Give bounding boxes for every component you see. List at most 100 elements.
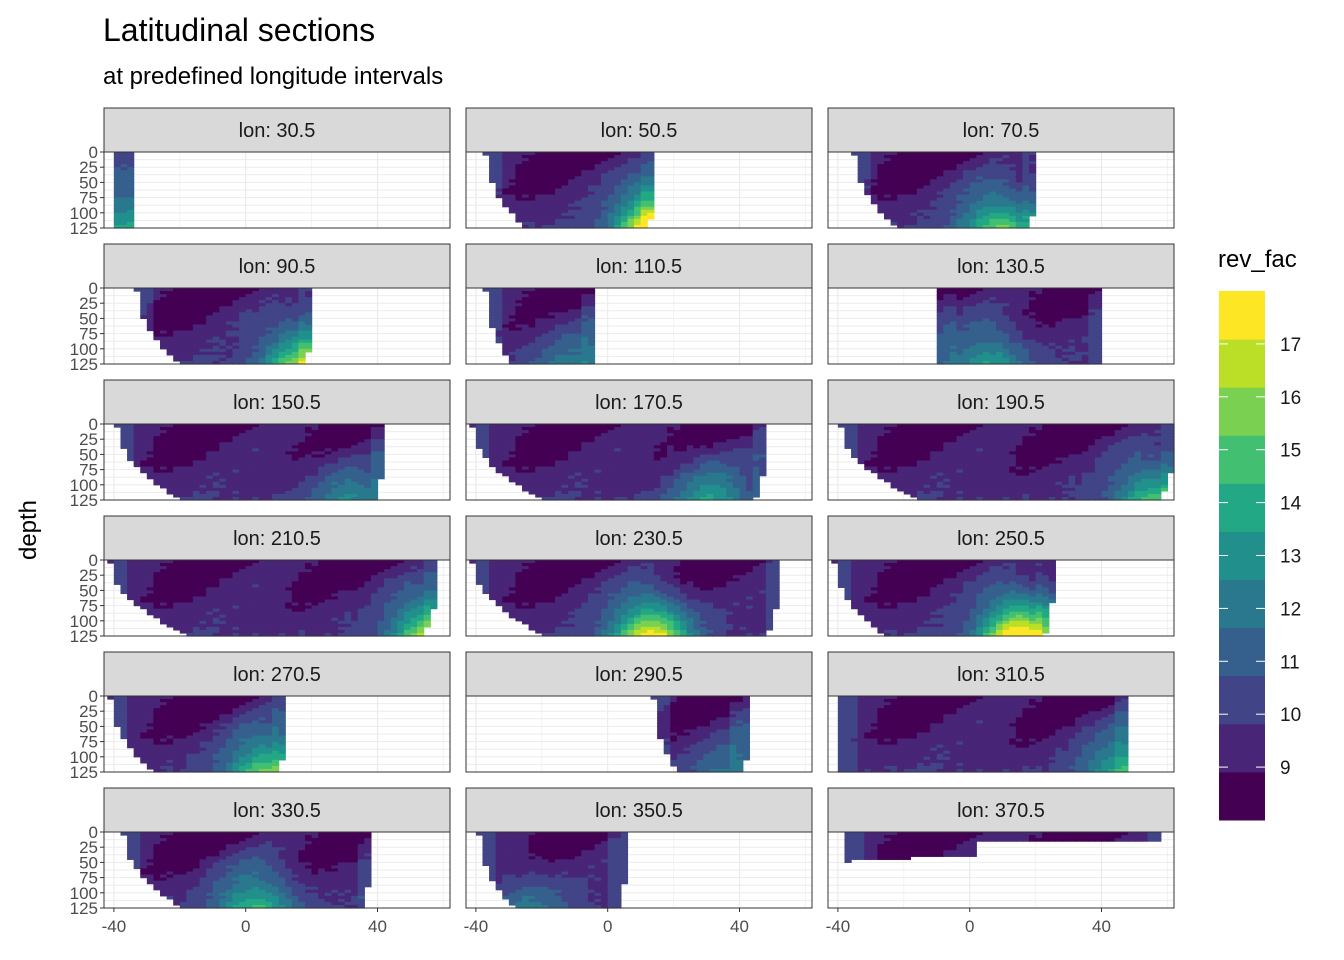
contour-cell [515, 303, 523, 307]
contour-cell [285, 436, 293, 440]
contour-cell [522, 460, 530, 465]
contour-cell [949, 315, 958, 319]
contour-cell [528, 466, 536, 471]
contour-cell [614, 200, 622, 205]
contour-cell [554, 224, 563, 229]
contour-cell [614, 152, 622, 156]
contour-cell [179, 327, 187, 332]
contour-cell [212, 439, 220, 443]
contour-cell [515, 448, 523, 452]
contour-cell [140, 300, 148, 304]
contour-cell [489, 173, 497, 177]
contour-cell [541, 451, 549, 455]
contour-cell [554, 490, 563, 495]
contour-cell [541, 224, 549, 229]
contour-cell [495, 427, 503, 431]
contour-cell [324, 493, 332, 498]
contour-cell [192, 445, 201, 449]
contour-cell [160, 442, 168, 446]
contour-cell [311, 430, 319, 434]
contour-cell [739, 424, 747, 428]
contour-cell [212, 457, 220, 462]
contour-cell [1035, 336, 1043, 341]
contour-cell [278, 339, 286, 344]
contour-cell [916, 209, 925, 214]
contour-cell [627, 155, 635, 159]
contour-cell [936, 161, 944, 165]
contour-cell [1061, 339, 1070, 344]
contour-cell [120, 445, 128, 449]
contour-cell [252, 303, 260, 307]
contour-cell [548, 439, 556, 443]
contour-cell [232, 478, 240, 483]
contour-cell [982, 164, 991, 168]
contour-cell [548, 176, 556, 180]
contour-cell [528, 336, 536, 341]
contour-cell [963, 161, 971, 165]
contour-cell [370, 493, 379, 498]
contour-cell [199, 424, 207, 428]
contour-cell [515, 294, 523, 298]
contour-cell [364, 454, 372, 459]
contour-cell [186, 478, 194, 483]
contour-cell [206, 327, 214, 332]
contour-cell [897, 185, 905, 190]
contour-cell [548, 309, 556, 313]
contour-cell [561, 339, 569, 344]
contour-cell [1042, 357, 1050, 362]
contour-cell [620, 200, 629, 205]
contour-cell [305, 342, 313, 347]
contour-cell [1094, 342, 1103, 347]
contour-cell [113, 218, 122, 223]
contour-cell [495, 158, 503, 162]
contour-cell [574, 327, 582, 332]
contour-cell [561, 194, 569, 199]
contour-cell [245, 345, 253, 350]
contour-cell [140, 451, 148, 455]
contour-cell [568, 348, 576, 353]
contour-cell [515, 318, 523, 323]
contour-cell [212, 472, 220, 477]
contour-cell [278, 345, 286, 350]
contour-cell [508, 315, 517, 319]
contour-cell [627, 176, 635, 180]
contour-cell [1002, 300, 1010, 304]
contour-cell [956, 309, 964, 313]
contour-cell [528, 454, 536, 459]
contour-cell [996, 288, 1004, 292]
contour-cell [667, 460, 675, 465]
contour-cell [601, 466, 609, 471]
contour-cell [245, 303, 253, 307]
contour-cell [634, 427, 642, 431]
contour-cell [554, 167, 563, 171]
contour-cell [305, 484, 313, 489]
contour-cell [186, 496, 194, 501]
contour-cell [245, 288, 253, 292]
contour-cell [996, 185, 1004, 190]
contour-cell [996, 315, 1004, 319]
contour-cell [528, 327, 536, 332]
contour-cell [548, 321, 556, 326]
contour-cell [535, 224, 543, 229]
contour-cell [706, 463, 714, 468]
contour-cell [212, 442, 220, 446]
contour-cell [324, 427, 332, 431]
contour-cell [930, 158, 938, 162]
contour-cell [726, 496, 734, 501]
contour-cell [587, 188, 596, 193]
contour-cell [1002, 179, 1010, 183]
contour-cell [996, 303, 1004, 307]
contour-cell [535, 164, 543, 168]
contour-cell [305, 445, 313, 449]
contour-cell [574, 321, 582, 326]
contour-cell [1002, 170, 1010, 174]
contour-cell [956, 185, 964, 190]
contour-cell [857, 170, 865, 174]
contour-cell [278, 288, 286, 292]
contour-cell [1015, 297, 1024, 301]
contour-cell [1042, 342, 1050, 347]
contour-cell [890, 203, 898, 208]
contour-cell [120, 203, 128, 208]
contour-cell [620, 188, 629, 193]
contour-cell [620, 481, 629, 486]
